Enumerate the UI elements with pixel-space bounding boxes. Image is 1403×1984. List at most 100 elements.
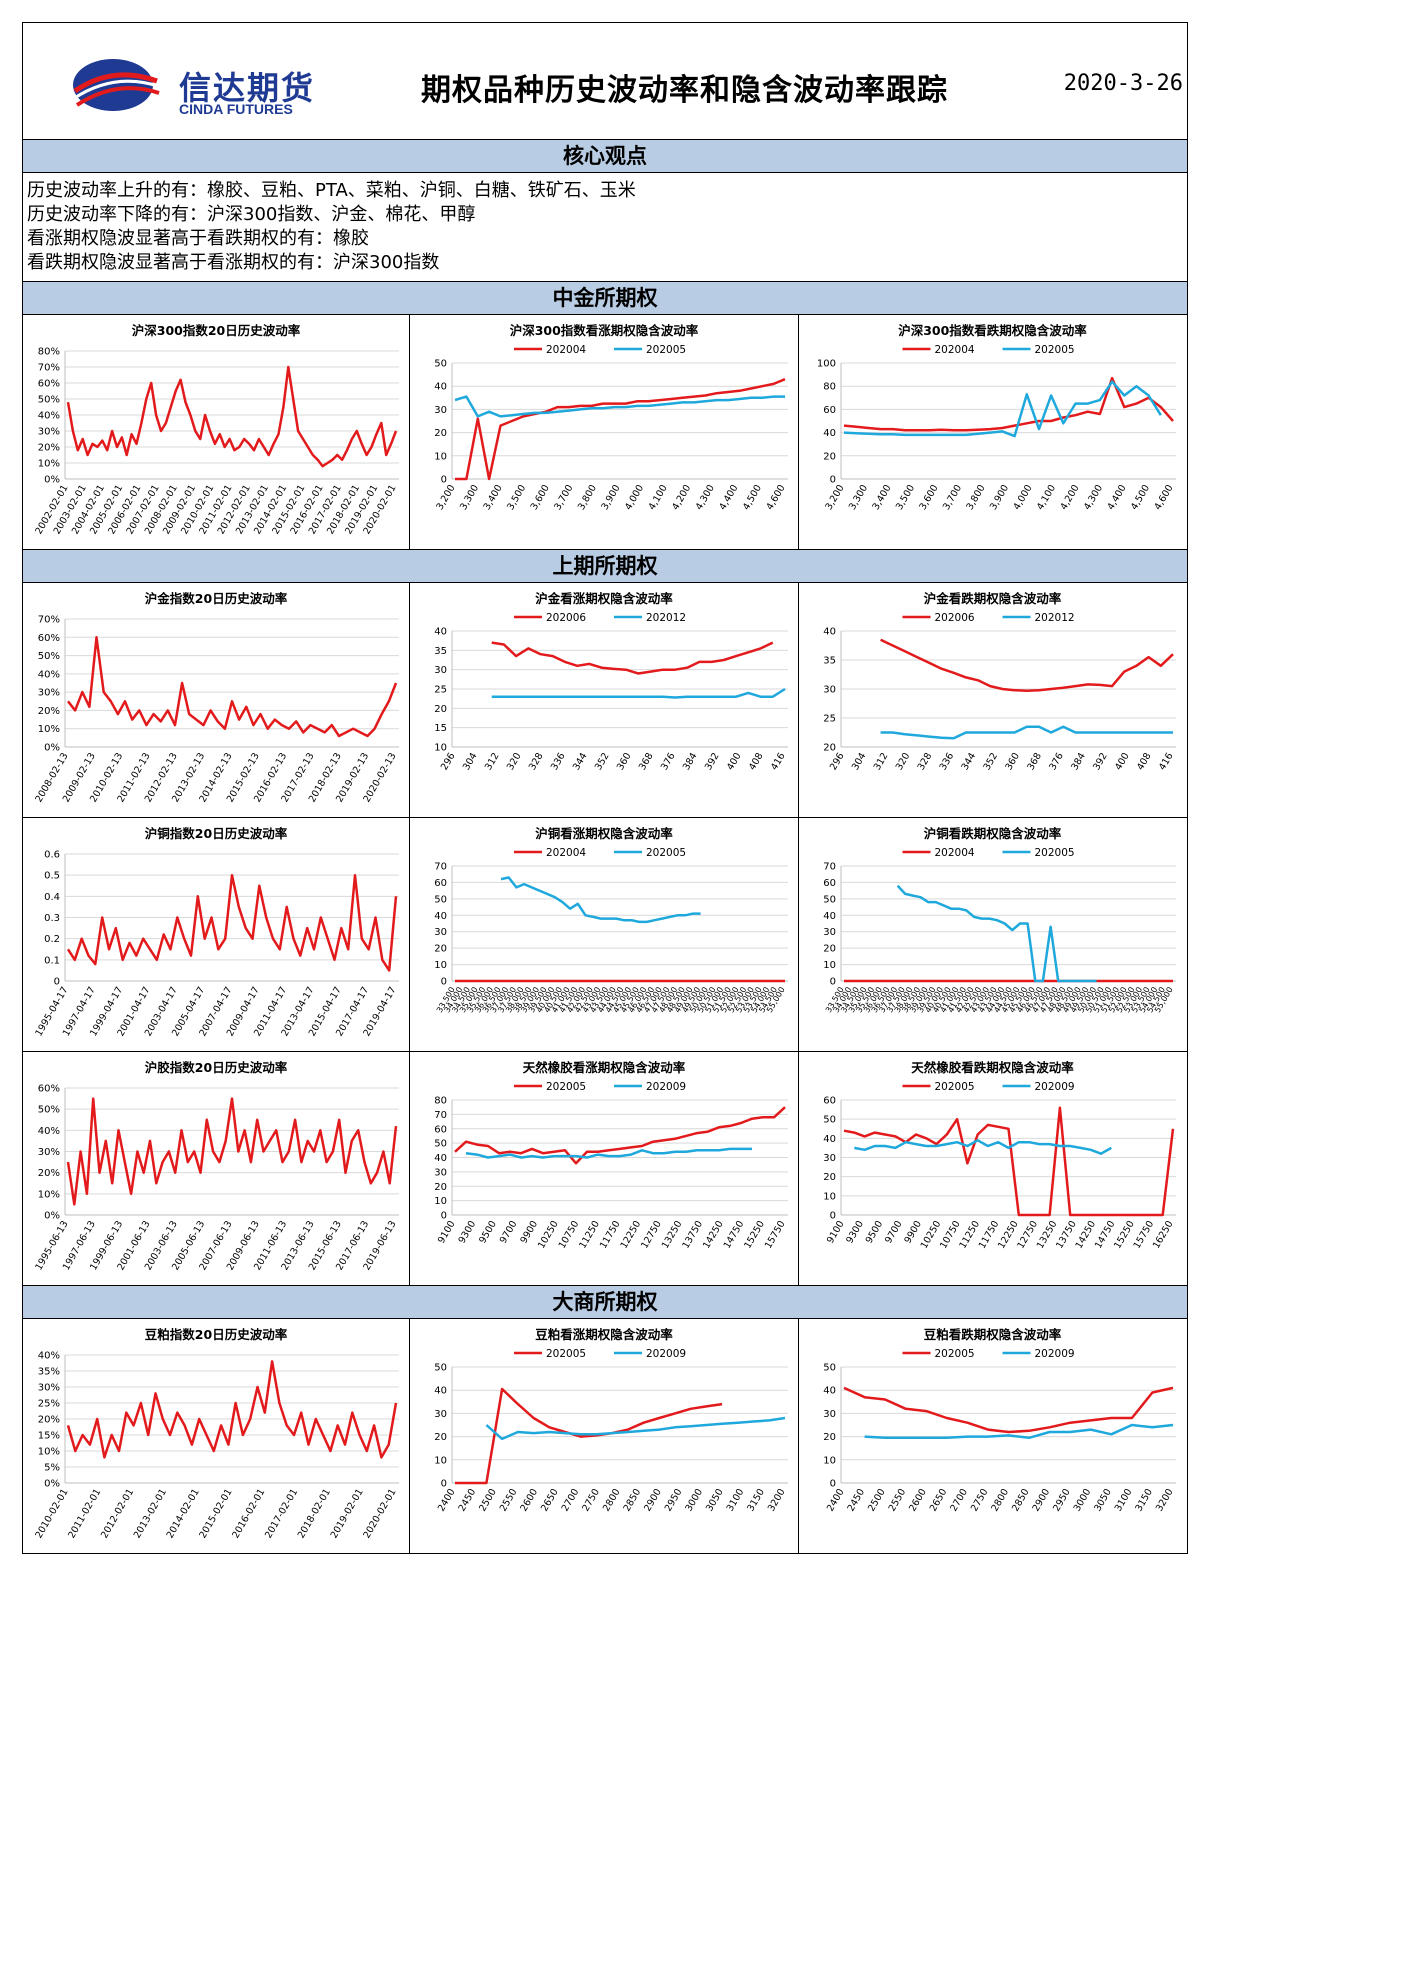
y-tick-label: 10 xyxy=(434,1455,447,1466)
x-tick-label: 2400 xyxy=(436,1487,458,1513)
x-tick-label: 2020-02-01 xyxy=(361,1487,398,1540)
chart-title: 天然橡胶看涨期权隐含波动率 xyxy=(523,1060,686,1075)
x-tick-label: 4,100 xyxy=(647,483,670,512)
y-tick-label: 0 xyxy=(830,1479,836,1490)
core-point: 历史波动率上升的有：橡胶、豆粕、PTA、菜粕、沪铜、白糖、铁矿石、玉米 xyxy=(27,180,636,201)
series-line xyxy=(843,1386,1174,1434)
y-tick-label: 30 xyxy=(823,1153,836,1164)
y-tick-label: 5% xyxy=(44,1463,60,1474)
x-tick-label: 312 xyxy=(483,751,502,772)
x-tick-label: 3100 xyxy=(725,1487,747,1513)
x-tick-label: 2016-02-01 xyxy=(230,1487,267,1540)
y-tick-label: 40 xyxy=(434,1153,447,1164)
x-tick-label: 3,400 xyxy=(482,483,505,512)
ru-hv-chart: 沪胶指数20日历史波动率0%10%20%30%40%50%60%1995-06-… xyxy=(33,1060,399,1272)
x-tick-label: 408 xyxy=(747,751,766,772)
x-tick-label: 3150 xyxy=(745,1487,767,1513)
y-tick-label: 20 xyxy=(434,1182,447,1193)
x-tick-label: 4,000 xyxy=(1011,483,1034,512)
y-tick-label: 20 xyxy=(823,451,836,462)
x-tick-label: 3050 xyxy=(704,1487,726,1513)
x-tick-label: 2600 xyxy=(518,1487,540,1513)
series-line xyxy=(454,1106,786,1165)
y-tick-label: 0.5 xyxy=(44,871,60,882)
series-line xyxy=(465,1147,752,1159)
cinda-logo: 信达期货 CINDA FUTURES xyxy=(69,55,329,117)
series-line xyxy=(864,1423,1174,1440)
y-tick-label: 40 xyxy=(823,1134,836,1145)
chart-cell: 沪胶指数20日历史波动率 0% 10% 20% 30% 40% 50% 60% 1995-06-… xyxy=(23,1052,410,1285)
x-tick-label: 3,600 xyxy=(529,483,552,512)
y-tick-label: 0 xyxy=(441,1211,447,1222)
y-tick-label: 0.3 xyxy=(44,913,60,924)
y-tick-label: 60% xyxy=(38,379,60,390)
legend-label: 202005 xyxy=(935,1081,975,1093)
y-tick-label: 20 xyxy=(434,704,447,715)
chart-title: 豆粕看涨期权隐含波动率 xyxy=(535,1327,673,1342)
x-tick-label: 384 xyxy=(681,751,700,772)
chart-title: 沪深300指数20日历史波动率 xyxy=(132,323,301,338)
x-tick-label: 2650 xyxy=(539,1487,561,1513)
y-tick-label: 70% xyxy=(38,363,60,374)
x-tick-label: 2010-02-01 xyxy=(33,1487,70,1540)
core-point: 看跌期权隐波显著高于看涨期权的有：沪深300指数 xyxy=(27,252,440,273)
x-tick-label: 336 xyxy=(938,751,957,772)
y-tick-label: 10 xyxy=(823,960,836,971)
y-tick-label: 30 xyxy=(823,685,836,696)
y-tick-label: 30% xyxy=(38,1147,60,1158)
section-heading-cffex: 中金所期权 xyxy=(23,282,1187,315)
x-tick-label: 3,200 xyxy=(823,483,846,512)
x-tick-label: 3,700 xyxy=(552,483,575,512)
y-tick-label: 10 xyxy=(434,1196,447,1207)
x-tick-label: 3200 xyxy=(1154,1487,1176,1513)
x-tick-label: 2400 xyxy=(825,1487,847,1513)
legend-label: 202009 xyxy=(646,1081,686,1093)
series-line xyxy=(491,641,774,675)
series-line xyxy=(843,1106,1175,1217)
y-tick-label: 80 xyxy=(823,382,836,393)
y-tick-label: 10% xyxy=(38,724,60,735)
x-tick-label: 4,600 xyxy=(1152,483,1175,512)
x-tick-label: 2019-02-01 xyxy=(329,1487,366,1540)
x-tick-label: 304 xyxy=(461,751,480,772)
y-tick-label: 60 xyxy=(823,405,836,416)
chart-cell: 沪金看涨期权隐含波动率 202006 202012 10 15 20 25 30 35 40 296… xyxy=(410,583,799,817)
y-tick-label: 40 xyxy=(434,627,447,638)
m-put-iv-chart: 豆粕看跌期权隐含波动率 202005 202009 0 10 20 30 40 50 240024… xyxy=(823,1327,1176,1513)
x-tick-label: 3,500 xyxy=(505,483,528,512)
series-line xyxy=(843,376,1174,432)
x-tick-label: 3,500 xyxy=(894,483,917,512)
chart-title: 沪金看涨期权隐含波动率 xyxy=(535,591,673,606)
x-tick-label: 328 xyxy=(916,751,935,772)
x-tick-label: 9100 xyxy=(436,1219,458,1245)
y-tick-label: 15 xyxy=(434,723,447,734)
x-tick-label: 352 xyxy=(982,751,1001,772)
x-tick-label: 2018-02-01 xyxy=(296,1487,333,1540)
y-tick-label: 70 xyxy=(434,1110,447,1121)
x-tick-label: 2800 xyxy=(989,1487,1011,1513)
x-tick-label: 2800 xyxy=(601,1487,623,1513)
y-tick-label: 0.1 xyxy=(44,955,60,966)
y-tick-label: 20% xyxy=(38,1168,60,1179)
y-tick-label: 30 xyxy=(434,1409,447,1420)
y-tick-label: 20 xyxy=(434,1432,447,1443)
x-tick-label: 2013-02-01 xyxy=(132,1487,169,1540)
y-tick-label: 0 xyxy=(441,977,447,988)
x-tick-label: 408 xyxy=(1135,751,1154,772)
x-tick-label: 4,200 xyxy=(1058,483,1081,512)
x-tick-label: 400 xyxy=(1113,751,1132,772)
x-tick-label: 4,600 xyxy=(764,483,787,512)
y-tick-label: 0 xyxy=(830,475,836,486)
y-tick-label: 20 xyxy=(823,944,836,955)
y-tick-label: 0 xyxy=(830,1211,836,1222)
x-tick-label: 3,400 xyxy=(870,483,893,512)
y-tick-label: 10 xyxy=(434,960,447,971)
series-line xyxy=(880,725,1173,740)
x-tick-label: 2950 xyxy=(663,1487,685,1513)
x-tick-label: 392 xyxy=(703,751,722,772)
x-tick-label: 2550 xyxy=(887,1487,909,1513)
x-tick-label: 3,300 xyxy=(847,483,870,512)
chart-row: 沪金指数20日历史波动率 0% 10% 20% 30% 40% 50% 60% 70% 2008-… xyxy=(23,583,1187,818)
x-tick-label: 3100 xyxy=(1113,1487,1135,1513)
